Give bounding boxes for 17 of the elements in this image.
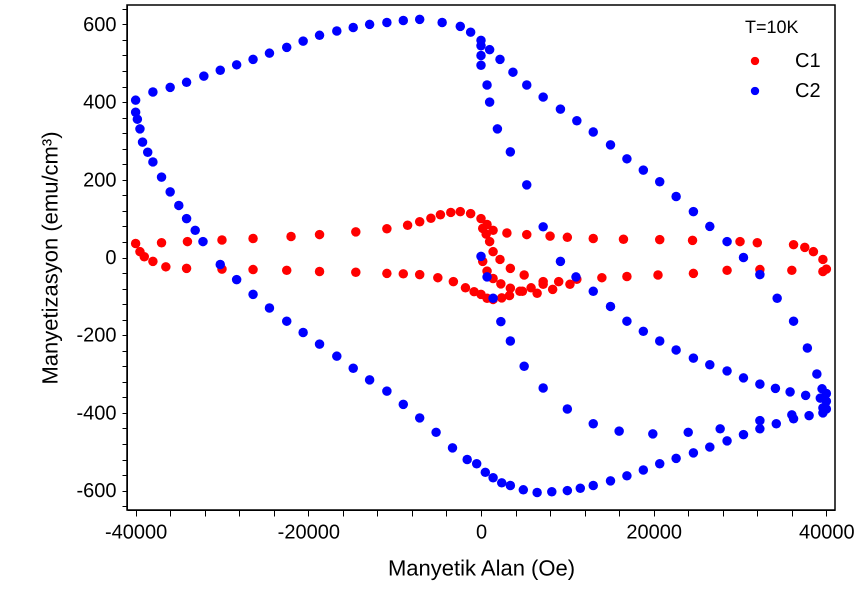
y-tick-label: 200 [83, 169, 116, 192]
y-tick-label: -400 [76, 402, 116, 424]
legend-title: T=10K [745, 17, 799, 37]
x-tick-label: 40000 [799, 522, 855, 544]
y-tick-label: -200 [76, 324, 116, 347]
legend-label: C1 [795, 50, 821, 72]
y-tick-label: -600 [76, 480, 116, 502]
x-tick-label: 20000 [626, 522, 682, 544]
x-tick-label: -40000 [104, 522, 168, 544]
y-axis-title: Manyetizasyon (emu/cm³) [37, 131, 62, 385]
y-tick-label: 400 [83, 92, 116, 114]
x-tick-label: -20000 [278, 522, 340, 544]
legend-label: C2 [795, 80, 821, 102]
y-tick-label: 0 [105, 247, 116, 269]
x-tick-label: 0 [476, 522, 488, 544]
x-axis-title: Manyetik Alan (Oe) [388, 556, 576, 580]
y-tick-label: 600 [83, 14, 116, 36]
